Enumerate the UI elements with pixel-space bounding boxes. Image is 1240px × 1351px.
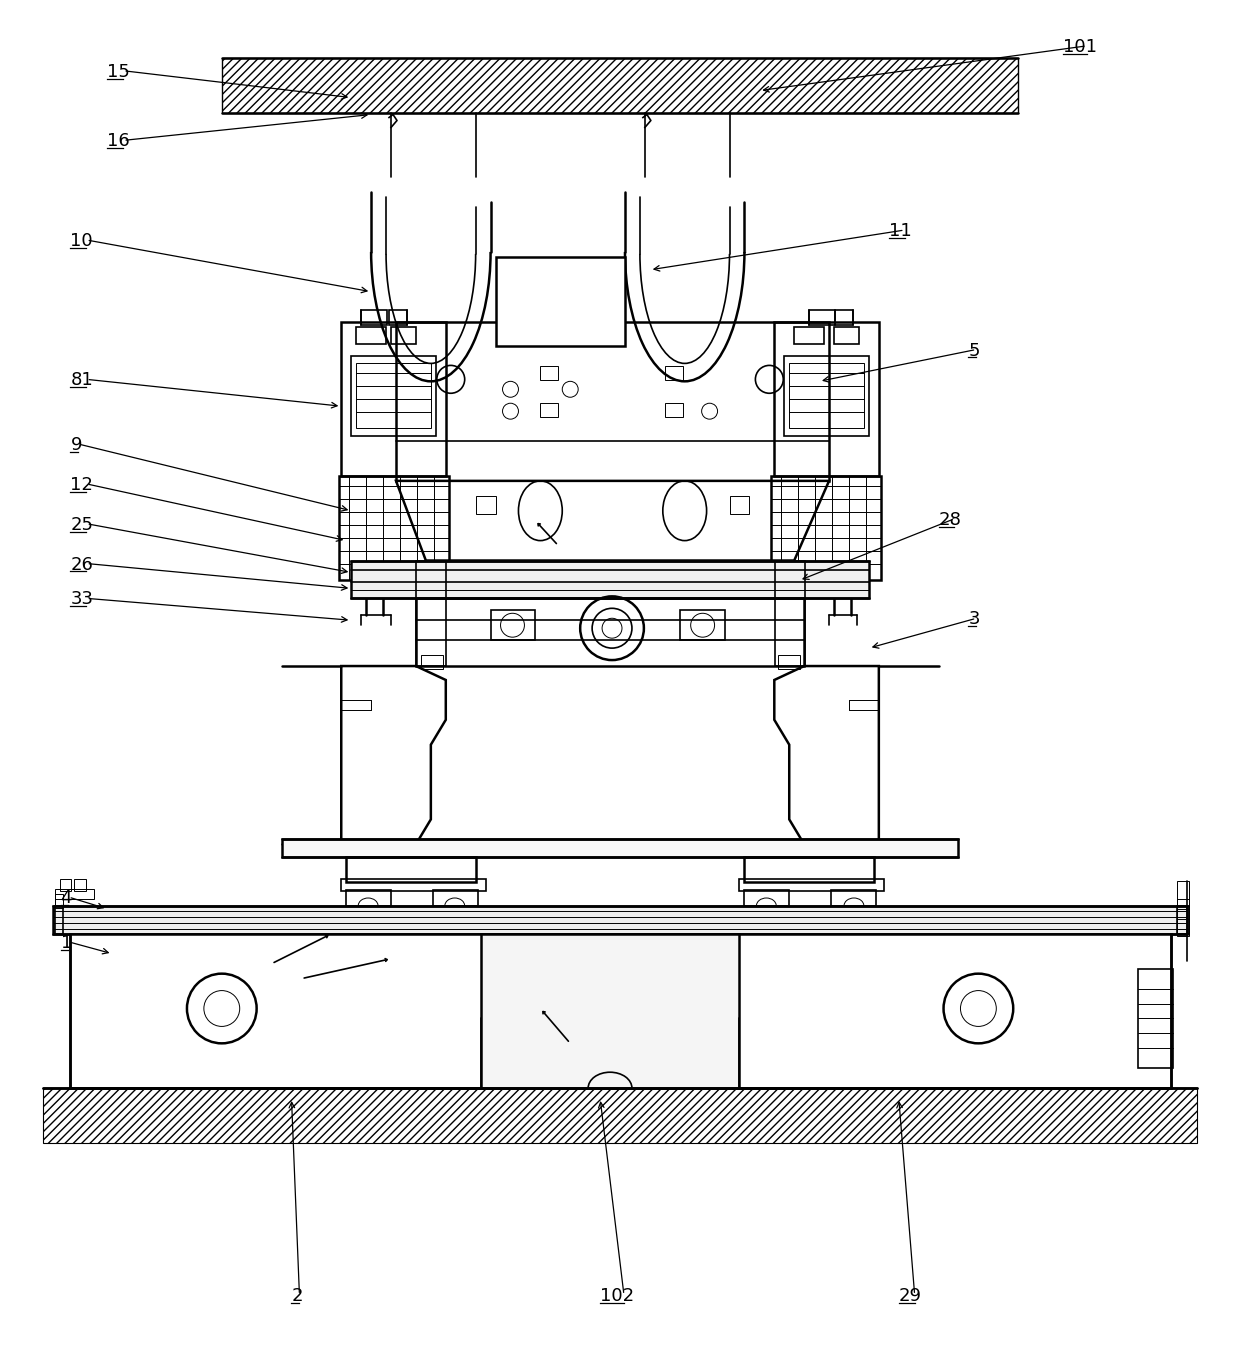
Text: 9: 9 <box>71 436 82 454</box>
Bar <box>729 496 749 513</box>
Bar <box>476 496 496 513</box>
Text: 29: 29 <box>899 1288 921 1305</box>
Bar <box>744 857 874 882</box>
Bar <box>340 476 449 581</box>
Bar <box>341 880 486 892</box>
Bar <box>55 889 94 898</box>
Bar <box>52 907 1188 934</box>
Bar <box>665 403 683 417</box>
Bar <box>794 327 825 345</box>
Bar <box>789 363 864 428</box>
Polygon shape <box>396 322 830 481</box>
Text: 26: 26 <box>71 555 93 574</box>
Polygon shape <box>341 666 446 844</box>
Bar <box>774 322 879 476</box>
Bar <box>680 611 724 640</box>
Text: 2: 2 <box>291 1288 303 1305</box>
Bar <box>810 309 835 324</box>
Bar <box>1137 969 1173 1069</box>
Bar <box>356 327 386 345</box>
Text: 5: 5 <box>968 342 980 359</box>
Bar <box>491 611 536 640</box>
Text: 28: 28 <box>939 511 961 528</box>
Bar <box>779 655 800 669</box>
Bar <box>835 309 853 324</box>
Bar <box>55 894 62 908</box>
Bar <box>739 880 884 892</box>
Polygon shape <box>396 481 830 561</box>
Text: 15: 15 <box>108 62 130 81</box>
Bar <box>281 839 959 857</box>
Bar <box>541 366 558 381</box>
Polygon shape <box>774 666 879 844</box>
Bar <box>346 857 476 882</box>
Bar <box>389 309 407 324</box>
Bar <box>496 257 625 346</box>
Bar <box>415 561 446 666</box>
Text: 3: 3 <box>968 611 980 628</box>
Bar <box>356 363 430 428</box>
Bar <box>784 357 869 436</box>
Text: 16: 16 <box>108 132 130 150</box>
Bar <box>835 327 859 345</box>
Text: 81: 81 <box>71 372 93 389</box>
Bar <box>346 890 391 907</box>
Bar <box>1178 881 1189 936</box>
Bar <box>433 890 477 907</box>
Bar <box>771 476 880 581</box>
Bar <box>831 890 875 907</box>
Bar <box>74 880 87 892</box>
Text: 1: 1 <box>61 934 72 952</box>
Text: 11: 11 <box>889 222 911 240</box>
Text: 4: 4 <box>61 889 72 907</box>
Bar <box>361 309 387 324</box>
Bar <box>351 561 869 598</box>
Bar <box>351 357 435 436</box>
Text: 12: 12 <box>71 476 93 494</box>
Bar <box>665 366 683 381</box>
Text: 25: 25 <box>71 516 93 534</box>
Bar <box>775 561 805 666</box>
Bar <box>415 598 805 666</box>
Bar <box>42 1088 1198 1143</box>
Text: 33: 33 <box>71 590 93 608</box>
Bar <box>60 880 72 892</box>
Bar <box>420 655 443 669</box>
Bar <box>391 327 415 345</box>
Bar <box>1178 907 1189 934</box>
Bar <box>744 890 789 907</box>
Bar <box>481 934 739 1088</box>
Bar <box>541 403 558 417</box>
Bar <box>222 58 1018 112</box>
Bar <box>71 934 1171 1088</box>
Bar <box>55 907 62 934</box>
Bar <box>341 322 446 476</box>
Text: 10: 10 <box>71 232 93 250</box>
Text: 101: 101 <box>1063 38 1097 55</box>
Text: 102: 102 <box>600 1288 634 1305</box>
